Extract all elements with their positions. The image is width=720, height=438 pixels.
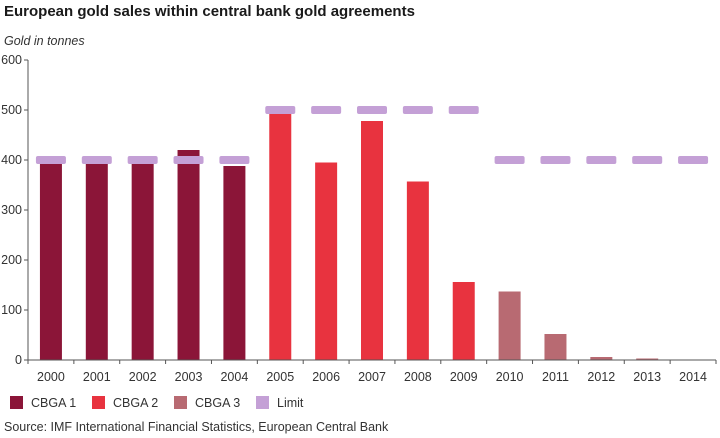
legend-swatch-limit	[256, 396, 269, 409]
limit-marker-2007	[357, 106, 387, 114]
x-tick-label-2003: 2003	[175, 370, 203, 384]
limit-marker-2009	[448, 106, 479, 114]
legend-label-limit: Limit	[277, 396, 304, 410]
limit-marker-2011	[540, 156, 571, 164]
limit-marker-2000	[35, 156, 66, 164]
limit-marker-2004	[219, 156, 250, 164]
x-tick-label-2012: 2012	[587, 370, 615, 384]
legend-swatch-cbga-3	[174, 396, 187, 409]
bar-cbga-1-2004	[223, 166, 246, 360]
y-tick-label-300: 300	[1, 203, 22, 217]
bar-cbga-2-2007	[361, 121, 383, 360]
limit-marker-2005	[265, 106, 296, 114]
bar-cbga-1-2002	[131, 160, 154, 360]
x-tick-label-2004: 2004	[220, 370, 248, 384]
x-tick-label-2002: 2002	[129, 370, 157, 384]
limit-marker-2014	[678, 156, 709, 164]
x-tick-label-2009: 2009	[450, 370, 478, 384]
x-tick-label-2013: 2013	[633, 370, 661, 384]
x-tick-label-2007: 2007	[358, 370, 386, 384]
source-note: Source: IMF International Financial Stat…	[4, 420, 389, 434]
bar-cbga-3-2011	[544, 334, 567, 360]
bar-cbga-2-2006	[315, 162, 338, 360]
bar-cbga-2-2009	[452, 282, 475, 360]
limit-marker-2006	[311, 106, 342, 114]
limit-marker-2001	[81, 156, 112, 164]
x-tick-label-2001: 2001	[83, 370, 111, 384]
y-tick-label-400: 400	[1, 153, 22, 167]
x-tick-label-2006: 2006	[312, 370, 340, 384]
bar-cbga-1-2003	[177, 150, 200, 360]
bar-cbga-1-2000	[39, 160, 62, 360]
legend-label-cbga-3: CBGA 3	[195, 396, 240, 410]
y-tick-label-100: 100	[1, 303, 22, 317]
x-tick-label-2011: 2011	[542, 370, 569, 384]
bar-cbga-3-2010	[498, 291, 521, 360]
limit-marker-2013	[632, 156, 663, 164]
chart-title: European gold sales within central bank …	[4, 3, 415, 20]
y-axis-label: Gold in tonnes	[4, 34, 85, 48]
legend-label-cbga-2: CBGA 2	[113, 396, 158, 410]
bar-cbga-2-2008	[406, 181, 429, 360]
x-tick-label-2014: 2014	[679, 370, 707, 384]
x-tick-label-2005: 2005	[266, 370, 294, 384]
bar-cbga-2-2005	[269, 113, 292, 360]
bar-cbga-3-2012	[590, 357, 613, 360]
y-tick-label-500: 500	[1, 103, 22, 117]
y-tick-label-200: 200	[1, 253, 22, 267]
limit-marker-2002	[127, 156, 158, 164]
legend-swatch-cbga-2	[92, 396, 105, 409]
y-tick-label-600: 600	[1, 53, 22, 67]
limit-marker-2010	[494, 156, 525, 164]
x-tick-label-2008: 2008	[404, 370, 432, 384]
x-tick-label-2010: 2010	[496, 370, 524, 384]
limit-marker-2003	[173, 156, 204, 164]
bar-cbga-3-2013	[636, 358, 659, 360]
x-tick-label-2000: 2000	[37, 370, 65, 384]
limit-marker-2012	[586, 156, 617, 164]
limit-marker-2008	[402, 106, 433, 114]
legend-label-cbga-1: CBGA 1	[31, 396, 76, 410]
y-tick-label-0: 0	[15, 353, 22, 367]
legend-swatch-cbga-1	[10, 396, 23, 409]
bar-cbga-1-2001	[85, 160, 108, 360]
